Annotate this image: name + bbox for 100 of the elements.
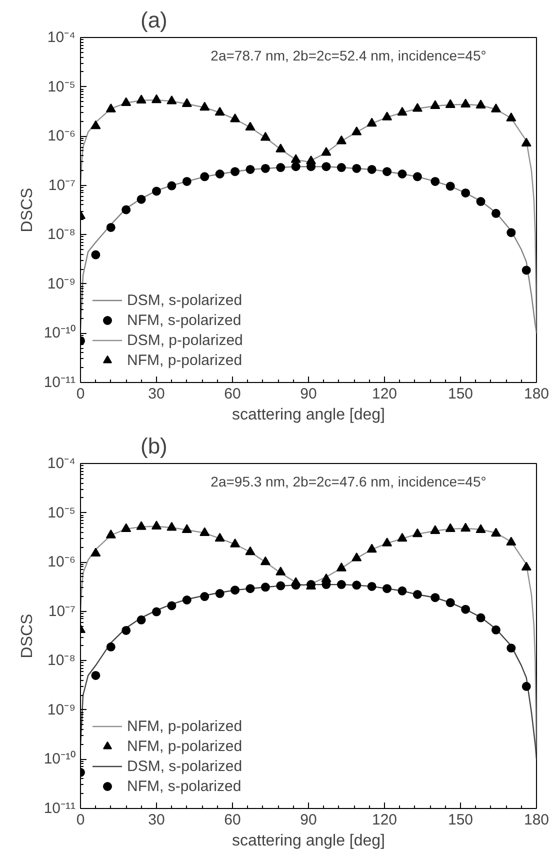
point bbox=[412, 590, 422, 599]
y-tick-label: 10⁻¹⁰ bbox=[44, 324, 76, 342]
point bbox=[215, 170, 224, 178]
point bbox=[506, 112, 516, 122]
point bbox=[412, 102, 422, 112]
point bbox=[491, 625, 500, 634]
x-tick-label: 30 bbox=[148, 812, 165, 828]
point bbox=[382, 112, 392, 120]
point bbox=[412, 172, 422, 182]
point bbox=[166, 96, 177, 104]
point bbox=[490, 104, 501, 112]
point bbox=[476, 524, 486, 533]
point bbox=[136, 521, 146, 530]
x-tick-label: 150 bbox=[448, 812, 474, 828]
legend-label: DSM, s-polarized bbox=[127, 292, 242, 308]
point bbox=[260, 556, 270, 566]
point bbox=[521, 562, 532, 570]
point bbox=[106, 642, 116, 652]
x-tick-label: 90 bbox=[300, 386, 317, 402]
point bbox=[398, 586, 407, 596]
point bbox=[121, 97, 132, 106]
point bbox=[461, 604, 470, 614]
point bbox=[446, 598, 455, 608]
point bbox=[106, 104, 116, 112]
legend-label: DSM, s-polarized bbox=[127, 758, 242, 774]
point bbox=[246, 164, 255, 174]
point bbox=[121, 523, 132, 532]
point bbox=[152, 607, 161, 616]
point bbox=[166, 522, 177, 531]
point bbox=[152, 94, 162, 104]
point bbox=[182, 98, 192, 107]
point bbox=[506, 644, 516, 653]
point bbox=[136, 615, 146, 624]
point bbox=[90, 548, 101, 556]
chart-title: (a) bbox=[140, 8, 168, 32]
point bbox=[476, 197, 486, 206]
point bbox=[167, 181, 176, 190]
point bbox=[521, 138, 532, 146]
point bbox=[476, 100, 486, 108]
point bbox=[152, 186, 161, 196]
point bbox=[290, 577, 301, 586]
point bbox=[352, 126, 362, 136]
point bbox=[276, 144, 286, 152]
point bbox=[336, 163, 346, 172]
y-tick-label: 10⁻¹¹ bbox=[44, 800, 76, 817]
x-tick-label: 180 bbox=[524, 386, 550, 402]
point bbox=[91, 670, 100, 680]
y-tick-label: 10⁻⁹ bbox=[47, 275, 76, 292]
y-tick-label: 10⁻⁵ bbox=[48, 78, 76, 96]
point bbox=[200, 592, 210, 602]
point bbox=[182, 524, 192, 533]
point bbox=[90, 120, 101, 130]
point bbox=[412, 528, 422, 538]
point bbox=[352, 580, 362, 590]
point bbox=[352, 164, 362, 173]
point bbox=[430, 100, 440, 109]
point bbox=[122, 626, 131, 635]
point bbox=[106, 222, 116, 232]
y-tick-label: 10⁻⁸ bbox=[47, 226, 76, 244]
point bbox=[336, 135, 346, 144]
point bbox=[382, 167, 392, 176]
point bbox=[260, 164, 270, 173]
x-axis-title: scattering angle [deg] bbox=[232, 832, 386, 850]
point bbox=[230, 538, 240, 548]
point bbox=[290, 154, 301, 163]
point bbox=[321, 573, 332, 582]
point bbox=[445, 523, 456, 532]
y-tick-label: 10⁻¹⁰ bbox=[44, 750, 76, 768]
point bbox=[382, 538, 392, 546]
point bbox=[122, 205, 131, 214]
y-tick-label: 10⁻⁶ bbox=[48, 554, 76, 571]
point bbox=[214, 532, 225, 542]
x-axis-title: scattering angle [deg] bbox=[232, 406, 386, 424]
chart-title: (b) bbox=[140, 434, 168, 458]
y-tick-label: 10⁻⁹ bbox=[47, 701, 76, 718]
point bbox=[200, 102, 210, 111]
x-tick-label: 0 bbox=[76, 386, 85, 402]
x-tick-label: 120 bbox=[372, 386, 398, 402]
y-tick-label: 10⁻⁸ bbox=[47, 652, 76, 670]
point bbox=[245, 122, 256, 130]
y-axis-title: DSCS bbox=[18, 614, 36, 658]
x-tick-label: 120 bbox=[372, 812, 398, 828]
x-tick-label: 0 bbox=[76, 812, 85, 828]
y-tick-label: 10⁻⁵ bbox=[48, 504, 76, 522]
annotation: 2a=78.7 nm, 2b=2c=52.4 nm, incidence=45° bbox=[210, 48, 486, 64]
y-tick-label: 10⁻⁶ bbox=[48, 128, 76, 145]
point bbox=[260, 132, 270, 141]
legend-label: DSM, p-polarized bbox=[127, 332, 243, 348]
point bbox=[397, 106, 408, 116]
point bbox=[152, 520, 162, 530]
point bbox=[246, 584, 255, 594]
point bbox=[366, 118, 377, 127]
point bbox=[430, 525, 440, 534]
y-tick-label: 10⁻⁷ bbox=[48, 602, 76, 620]
point bbox=[91, 250, 100, 260]
x-tick-label: 150 bbox=[448, 386, 474, 402]
point bbox=[336, 562, 346, 572]
point bbox=[522, 266, 531, 275]
point bbox=[352, 552, 362, 562]
point bbox=[367, 582, 376, 591]
